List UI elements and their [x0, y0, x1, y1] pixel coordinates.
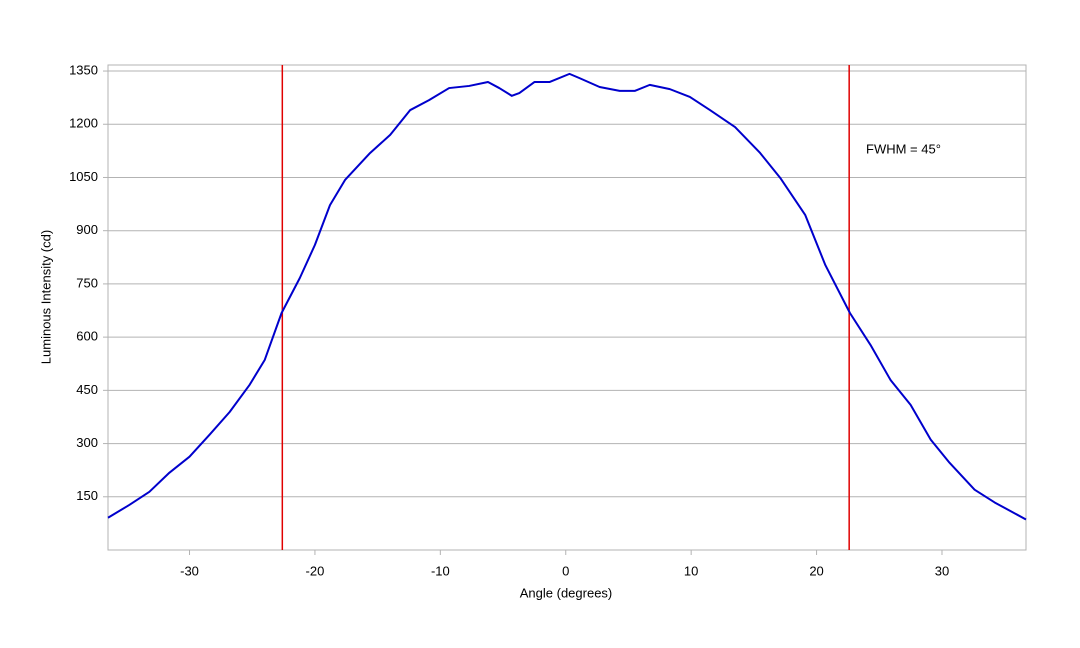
- plot-area: [107, 64, 1027, 551]
- y-tick-label: 150: [76, 488, 98, 503]
- x-axis-label: Angle (degrees): [520, 585, 613, 600]
- annotation: FWHM = 45°: [866, 141, 941, 156]
- y-tick-label: 750: [76, 275, 98, 290]
- y-axis-label: Luminous Intensity (cd): [38, 230, 53, 364]
- x-tick-label: 20: [809, 563, 823, 578]
- x-tick-label: -10: [431, 563, 450, 578]
- y-tick-label: 300: [76, 435, 98, 450]
- y-tick-label: 600: [76, 329, 98, 344]
- x-tick-label: 30: [935, 563, 949, 578]
- y-tick-label: 1200: [69, 116, 98, 131]
- y-tick-label: 1350: [69, 62, 98, 77]
- y-tick-label: 900: [76, 222, 98, 237]
- x-tick-label: -30: [180, 563, 199, 578]
- x-tick-label: -20: [306, 563, 325, 578]
- y-tick-label: 1050: [69, 169, 98, 184]
- intensity-line: [107, 72, 1027, 521]
- x-tick-label: 10: [684, 563, 698, 578]
- x-tick-label: 0: [562, 563, 569, 578]
- y-tick-label: 450: [76, 382, 98, 397]
